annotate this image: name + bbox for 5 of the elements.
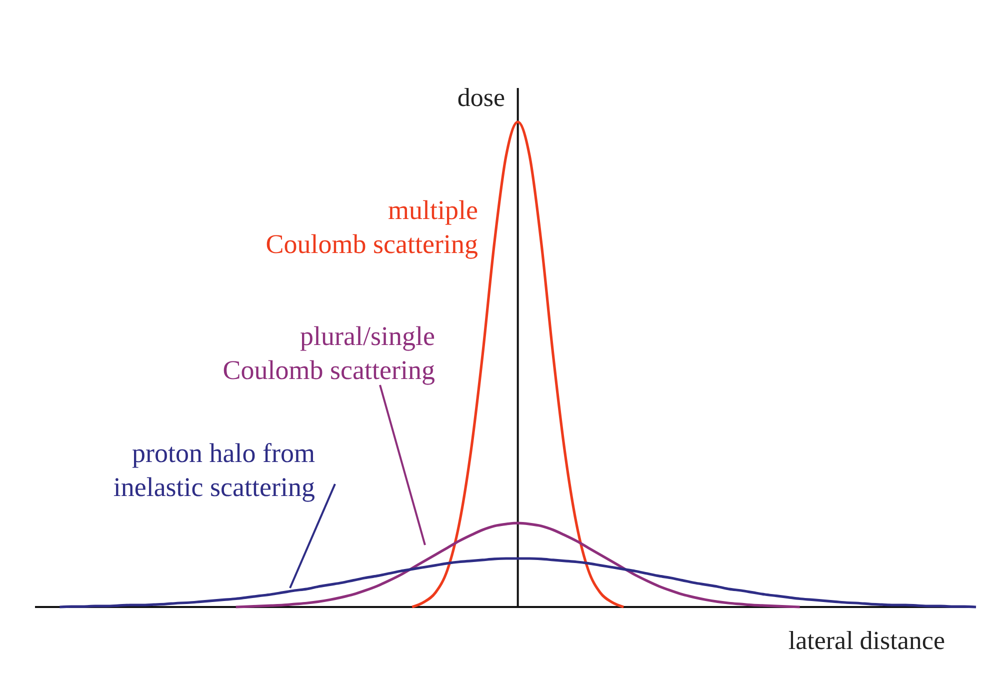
text: plural/single Coulomb scattering [222,321,436,385]
y-axis-title: dose [457,83,505,112]
text: proton halo from inelastic scattering [113,438,315,502]
x-axis-title: lateral distance [788,626,945,655]
series-label: multiple Coulomb scattering [266,195,478,259]
